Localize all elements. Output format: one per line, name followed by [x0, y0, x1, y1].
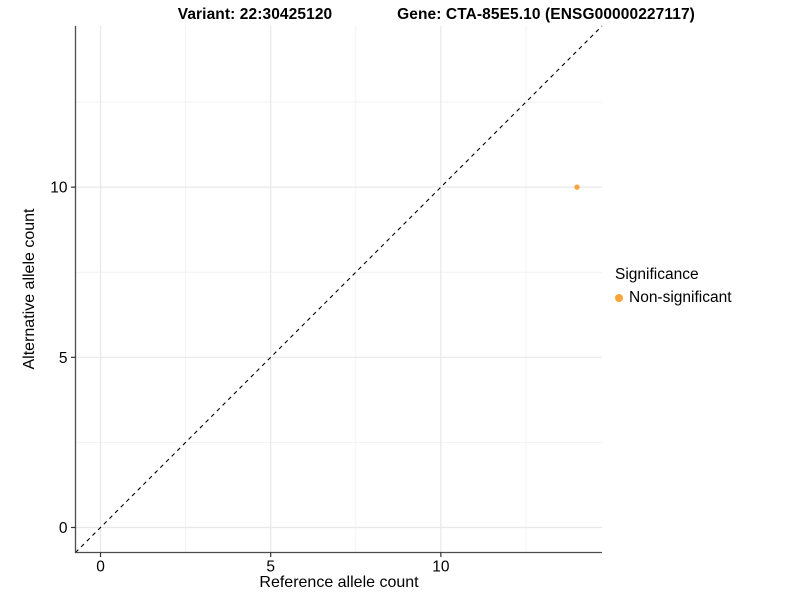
legend: Significance Non-significant: [615, 266, 732, 307]
identity-line: [75, 25, 603, 553]
x-axis-label: Reference allele count: [259, 574, 419, 591]
y-axis-label: Alternative allele count: [21, 208, 38, 370]
legend-item: Non-significant: [615, 289, 732, 307]
legend-item-label: Non-significant: [629, 289, 732, 306]
legend-key-dot-icon: [615, 294, 623, 302]
variant-title: Variant: 22:30425120: [177, 6, 333, 23]
x-tick-label: 10: [432, 559, 450, 576]
y-tick-label: 0: [59, 520, 68, 537]
y-tick-label: 10: [50, 180, 68, 197]
y-tick-label: 5: [59, 350, 68, 367]
x-tick-label: 0: [96, 559, 105, 576]
gene-title: Gene: CTA-85E5.10 (ENSG00000227117): [397, 6, 695, 23]
legend-title: Significance: [615, 266, 699, 283]
data-point: [574, 184, 580, 190]
x-tick-label: 5: [266, 559, 275, 576]
